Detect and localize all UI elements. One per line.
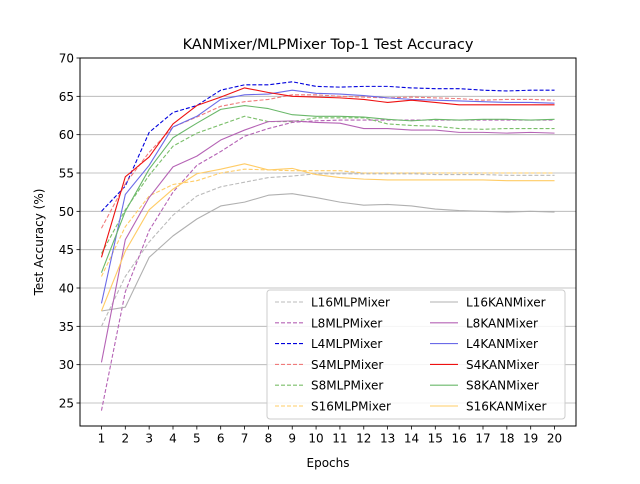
- x-tick-label: 14: [404, 432, 419, 446]
- x-tick-label: 6: [217, 432, 225, 446]
- x-tick-label: 1: [98, 432, 106, 446]
- series-line-s4kanmixer: [100, 87, 555, 258]
- legend-label: L16MLPMixer: [311, 296, 390, 310]
- x-tick-label: 16: [452, 432, 467, 446]
- x-tick-label: 18: [499, 432, 514, 446]
- series-line-l16mlpmixer: [100, 173, 555, 327]
- x-tick-label: 17: [475, 432, 490, 446]
- plot-frame: [79, 57, 577, 427]
- y-tick-label: 30: [59, 358, 74, 372]
- x-tick-label: 15: [428, 432, 443, 446]
- legend-label: S16KANMixer: [466, 400, 547, 414]
- legend-label: L4MLPMixer: [311, 337, 382, 351]
- x-axis-label: Epochs: [307, 456, 350, 470]
- legend-label: L4KANMixer: [466, 337, 538, 351]
- legend-label: S4KANMixer: [466, 358, 539, 372]
- series-line-s16kanmixer: [100, 163, 555, 312]
- legend-label: S4MLPMixer: [311, 358, 383, 372]
- y-tick-label: 40: [59, 282, 74, 296]
- legend-label: S8KANMixer: [466, 379, 539, 393]
- series-group: [100, 81, 555, 411]
- chart-title: KANMixer/MLPMixer Top-1 Test Accuracy: [183, 37, 474, 53]
- x-tick-label: 3: [145, 432, 153, 446]
- x-tick-label: 4: [169, 432, 177, 446]
- series-line-l16kanmixer: [101, 193, 555, 312]
- x-tick-label: 19: [523, 432, 538, 446]
- x-tick-label: 10: [308, 432, 323, 446]
- x-tick-label: 12: [356, 432, 371, 446]
- x-tick-label: 7: [241, 432, 249, 446]
- legend-label: L8MLPMixer: [311, 316, 382, 330]
- series-line-l4mlpmixer: [101, 81, 555, 212]
- x-tick-label: 11: [332, 432, 347, 446]
- legend: L16MLPMixer L8MLPMixer L4MLPMixer S4MLPMixe…: [266, 289, 566, 420]
- y-axis-label: Test Accuracy (%): [32, 189, 46, 297]
- y-tick-label: 45: [59, 243, 74, 257]
- x-tick-label: 20: [547, 432, 562, 446]
- x-tick-label: 9: [288, 432, 296, 446]
- series-line-l4kanmixer: [100, 89, 555, 304]
- legend-box: [266, 289, 566, 420]
- y-tick-label: 55: [59, 167, 74, 181]
- x-axis-ticks: 1 2 3 4 5 6 7 8 9 10 11 12 13 14 15 16 17 18 19 20: [98, 426, 562, 446]
- series-line-l8mlpmixer: [100, 119, 555, 411]
- y-tick-label: 60: [59, 128, 74, 142]
- legend-label: L16KANMixer: [466, 296, 546, 310]
- series-line-s8kanmixer: [100, 104, 555, 273]
- legend-label: S8MLPMixer: [311, 379, 383, 393]
- x-tick-label: 2: [121, 432, 129, 446]
- legend-label: S16MLPMixer: [311, 400, 391, 414]
- y-tick-label: 70: [59, 52, 74, 66]
- x-tick-label: 8: [265, 432, 273, 446]
- y-axis-ticks: 25 30 35 40 45 50 55 60 65 70: [59, 52, 80, 411]
- y-tick-label: 65: [59, 90, 74, 104]
- series-line-s8mlpmixer: [100, 115, 555, 254]
- x-tick-label: 5: [193, 432, 201, 446]
- legend-label: L8KANMixer: [466, 316, 538, 330]
- y-tick-label: 50: [59, 205, 74, 219]
- series-line-l8kanmixer: [100, 120, 555, 363]
- x-tick-label: 13: [380, 432, 395, 446]
- y-tick-label: 35: [59, 320, 74, 334]
- series-line-s16mlpmixer: [100, 168, 555, 277]
- y-tick-label: 25: [59, 397, 74, 411]
